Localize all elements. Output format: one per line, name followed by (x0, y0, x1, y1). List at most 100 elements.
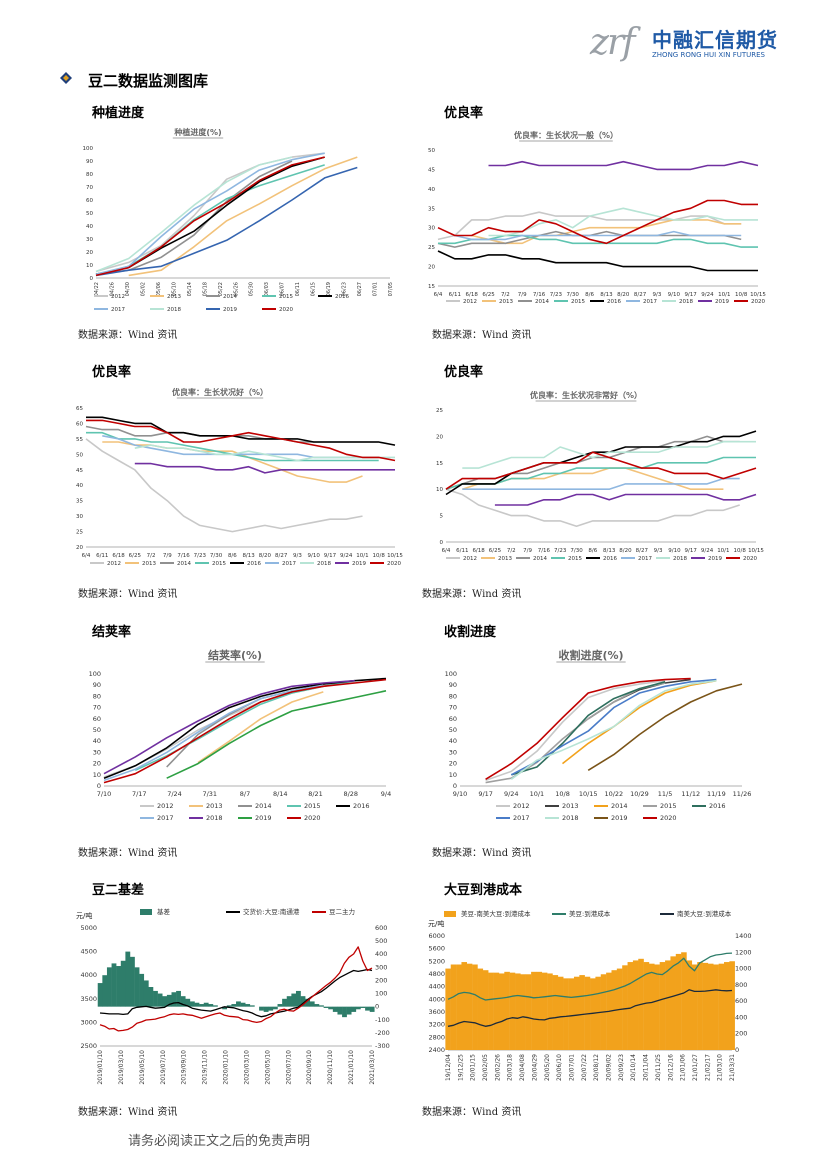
x-tick-label: 2020/01/10 (223, 1050, 230, 1085)
x-tick-label: 21/01/27 (692, 1054, 699, 1081)
x-tick-label: 9/17 (685, 548, 698, 554)
legend-label: 2019 (611, 814, 628, 822)
x-tick-label: 6/18 (466, 292, 479, 298)
good-condition-chart: 优良率：生长状况好（%） 20 25 30 35 40 45 50 55 60 65 6/4 6/11 6… (76, 387, 403, 567)
area-bar (162, 996, 168, 1007)
x-tick-label: 7/24 (167, 790, 182, 798)
series-line-2018 (95, 156, 293, 273)
x-tick-label: 6/18 (112, 553, 125, 559)
chart-title: 收割进度(%) (558, 648, 623, 662)
x-tick-label: 11/12 (681, 790, 700, 798)
area-bar (231, 1004, 237, 1007)
area-bar (125, 951, 131, 1007)
panel-heading-planting: 种植进度 (92, 106, 145, 121)
x-tick-label: 20/07/01 (568, 1054, 575, 1081)
disclaimer-footer: 请务必阅读正文之后的免责声明 (128, 1134, 311, 1149)
legend-label: 美豆:到港成本 (569, 909, 611, 918)
x-tick-label: 6/25 (489, 548, 502, 554)
area-bar (240, 1002, 246, 1007)
x-tick-label: 11/19 (707, 790, 726, 798)
area-bar (328, 1006, 334, 1010)
area-bar (153, 990, 158, 1007)
x-tick-label: 10/8 (373, 553, 386, 559)
y2-tick-label: 400 (375, 950, 387, 958)
y-tick-label: 10 (449, 771, 457, 779)
excellent-condition-chart: 优良率：生长状况非常好（%） 0 5 10 15 20 25 6/4 6/11 6/18 6/25 7… (436, 390, 764, 562)
series-line-2020 (485, 677, 691, 780)
series-line-2016 (511, 681, 666, 776)
x-tick-label: 05/30 (249, 282, 255, 296)
legend-swatch (140, 909, 152, 915)
panel-heading-good: 优良率 (92, 365, 132, 380)
series-line-2020 (103, 678, 387, 784)
legend-label: 2012 (463, 299, 477, 305)
y-tick-label: 50 (93, 726, 101, 734)
legend-label: 2018 (317, 561, 331, 567)
legend-label: 2017 (643, 299, 657, 305)
x-tick-label: 8/20 (619, 548, 632, 554)
y-tick-label: 100 (445, 670, 457, 678)
x-tick-label: 8/6 (228, 553, 237, 559)
legend-label: 2019 (255, 814, 272, 822)
series-line-2014 (166, 684, 324, 768)
x-tick-label: 7/2 (501, 292, 510, 298)
x-tick-label: 7/23 (194, 553, 207, 559)
series-line-2017 (454, 230, 742, 241)
x-tick-label: 9/3 (654, 548, 663, 554)
x-tick-label: 10/1 (718, 292, 730, 298)
x-tick-label: 06/23 (342, 282, 348, 296)
chart-title: 优良率：生长状况非常好（%） (530, 390, 642, 400)
area-bar (520, 974, 526, 1050)
legend-label: 2020 (751, 299, 765, 305)
panel-heading-excellent: 优良率 (444, 365, 484, 380)
source-note: 数据来源：Wind 资讯 (78, 589, 178, 600)
x-tick-label: 21/03/31 (729, 1054, 736, 1081)
series-line-2017 (462, 477, 740, 490)
source-note: 数据来源：Wind 资讯 (422, 589, 522, 600)
area-bar (450, 964, 457, 1050)
area-bar (509, 972, 516, 1050)
area-bar (208, 1004, 214, 1007)
legend-label: 2014 (533, 556, 547, 562)
x-tick-label: 10/22 (604, 790, 623, 798)
legend-label: 2018 (562, 814, 579, 822)
area-bar (461, 962, 468, 1050)
x-tick-label: 8/27 (275, 553, 288, 559)
x-tick-label: 20/09/23 (618, 1054, 625, 1081)
area-bar (139, 973, 145, 1007)
x-tick-label: 7/30 (210, 553, 223, 559)
area-bar (472, 964, 478, 1050)
y-tick-label: 15 (436, 461, 443, 467)
series-line-2013 (128, 156, 358, 277)
y2-tick-label: 400 (735, 1013, 747, 1021)
x-tick-label: 8/13 (600, 292, 613, 298)
area-bar (282, 998, 287, 1007)
area-bar (286, 996, 292, 1007)
logo-english-name: ZHONG RONG HUI XIN FUTURES (652, 51, 765, 59)
series-line-2020 (437, 199, 758, 245)
y-tick-label: 20 (449, 760, 457, 768)
series-line-2017 (103, 684, 324, 782)
y-tick-label: 10 (86, 263, 93, 269)
legend-label: 2017 (282, 561, 296, 567)
x-tick-label: 06/19 (326, 282, 332, 296)
area-bar (369, 1006, 375, 1012)
area-bar (488, 972, 494, 1050)
x-tick-label: 05/10 (171, 282, 177, 296)
area-bar (724, 962, 730, 1050)
legend-label: 豆二主力 (329, 907, 355, 916)
y-tick-label: 4500 (80, 948, 97, 956)
y-tick-label: 0 (97, 782, 101, 790)
legend-label: 2015 (212, 561, 226, 567)
series-line-2020 (95, 156, 325, 277)
legend-label: 2014 (611, 802, 628, 810)
y-tick-label: 90 (449, 681, 457, 689)
area-bar (665, 960, 671, 1050)
y2-tick-label: 200 (375, 976, 387, 984)
x-tick-label: 10/15 (748, 548, 764, 554)
x-tick-label: 8/13 (603, 548, 616, 554)
area-bar (295, 990, 301, 1007)
legend-label: 2020 (279, 307, 293, 313)
y-tick-label: 60 (449, 715, 457, 723)
area-bar (143, 980, 149, 1007)
